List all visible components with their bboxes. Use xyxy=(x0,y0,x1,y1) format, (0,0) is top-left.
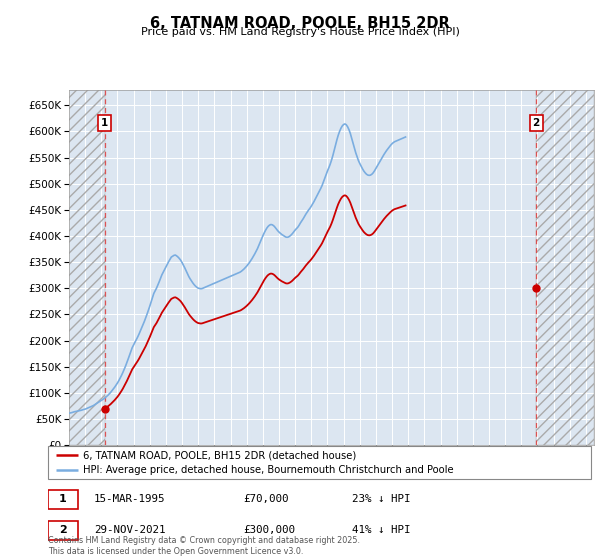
Text: 2: 2 xyxy=(533,118,540,128)
Text: Price paid vs. HM Land Registry's House Price Index (HPI): Price paid vs. HM Land Registry's House … xyxy=(140,27,460,38)
Text: HPI: Average price, detached house, Bournemouth Christchurch and Poole: HPI: Average price, detached house, Bour… xyxy=(83,465,454,475)
Text: 41% ↓ HPI: 41% ↓ HPI xyxy=(352,525,410,535)
Text: 15-MAR-1995: 15-MAR-1995 xyxy=(94,494,166,504)
Bar xyxy=(536,90,594,445)
Bar xyxy=(69,90,104,445)
Text: 2: 2 xyxy=(59,525,67,535)
Text: Contains HM Land Registry data © Crown copyright and database right 2025.
This d: Contains HM Land Registry data © Crown c… xyxy=(48,536,360,556)
Text: 1: 1 xyxy=(59,494,67,504)
Text: 1: 1 xyxy=(101,118,108,128)
Text: 6, TATNAM ROAD, POOLE, BH15 2DR (detached house): 6, TATNAM ROAD, POOLE, BH15 2DR (detache… xyxy=(83,450,356,460)
Text: 6, TATNAM ROAD, POOLE, BH15 2DR: 6, TATNAM ROAD, POOLE, BH15 2DR xyxy=(150,16,450,31)
Text: £300,000: £300,000 xyxy=(244,525,295,535)
FancyBboxPatch shape xyxy=(48,446,591,479)
FancyBboxPatch shape xyxy=(48,489,78,508)
Text: 29-NOV-2021: 29-NOV-2021 xyxy=(94,525,166,535)
Text: £70,000: £70,000 xyxy=(244,494,289,504)
Text: 23% ↓ HPI: 23% ↓ HPI xyxy=(352,494,410,504)
FancyBboxPatch shape xyxy=(48,521,78,540)
